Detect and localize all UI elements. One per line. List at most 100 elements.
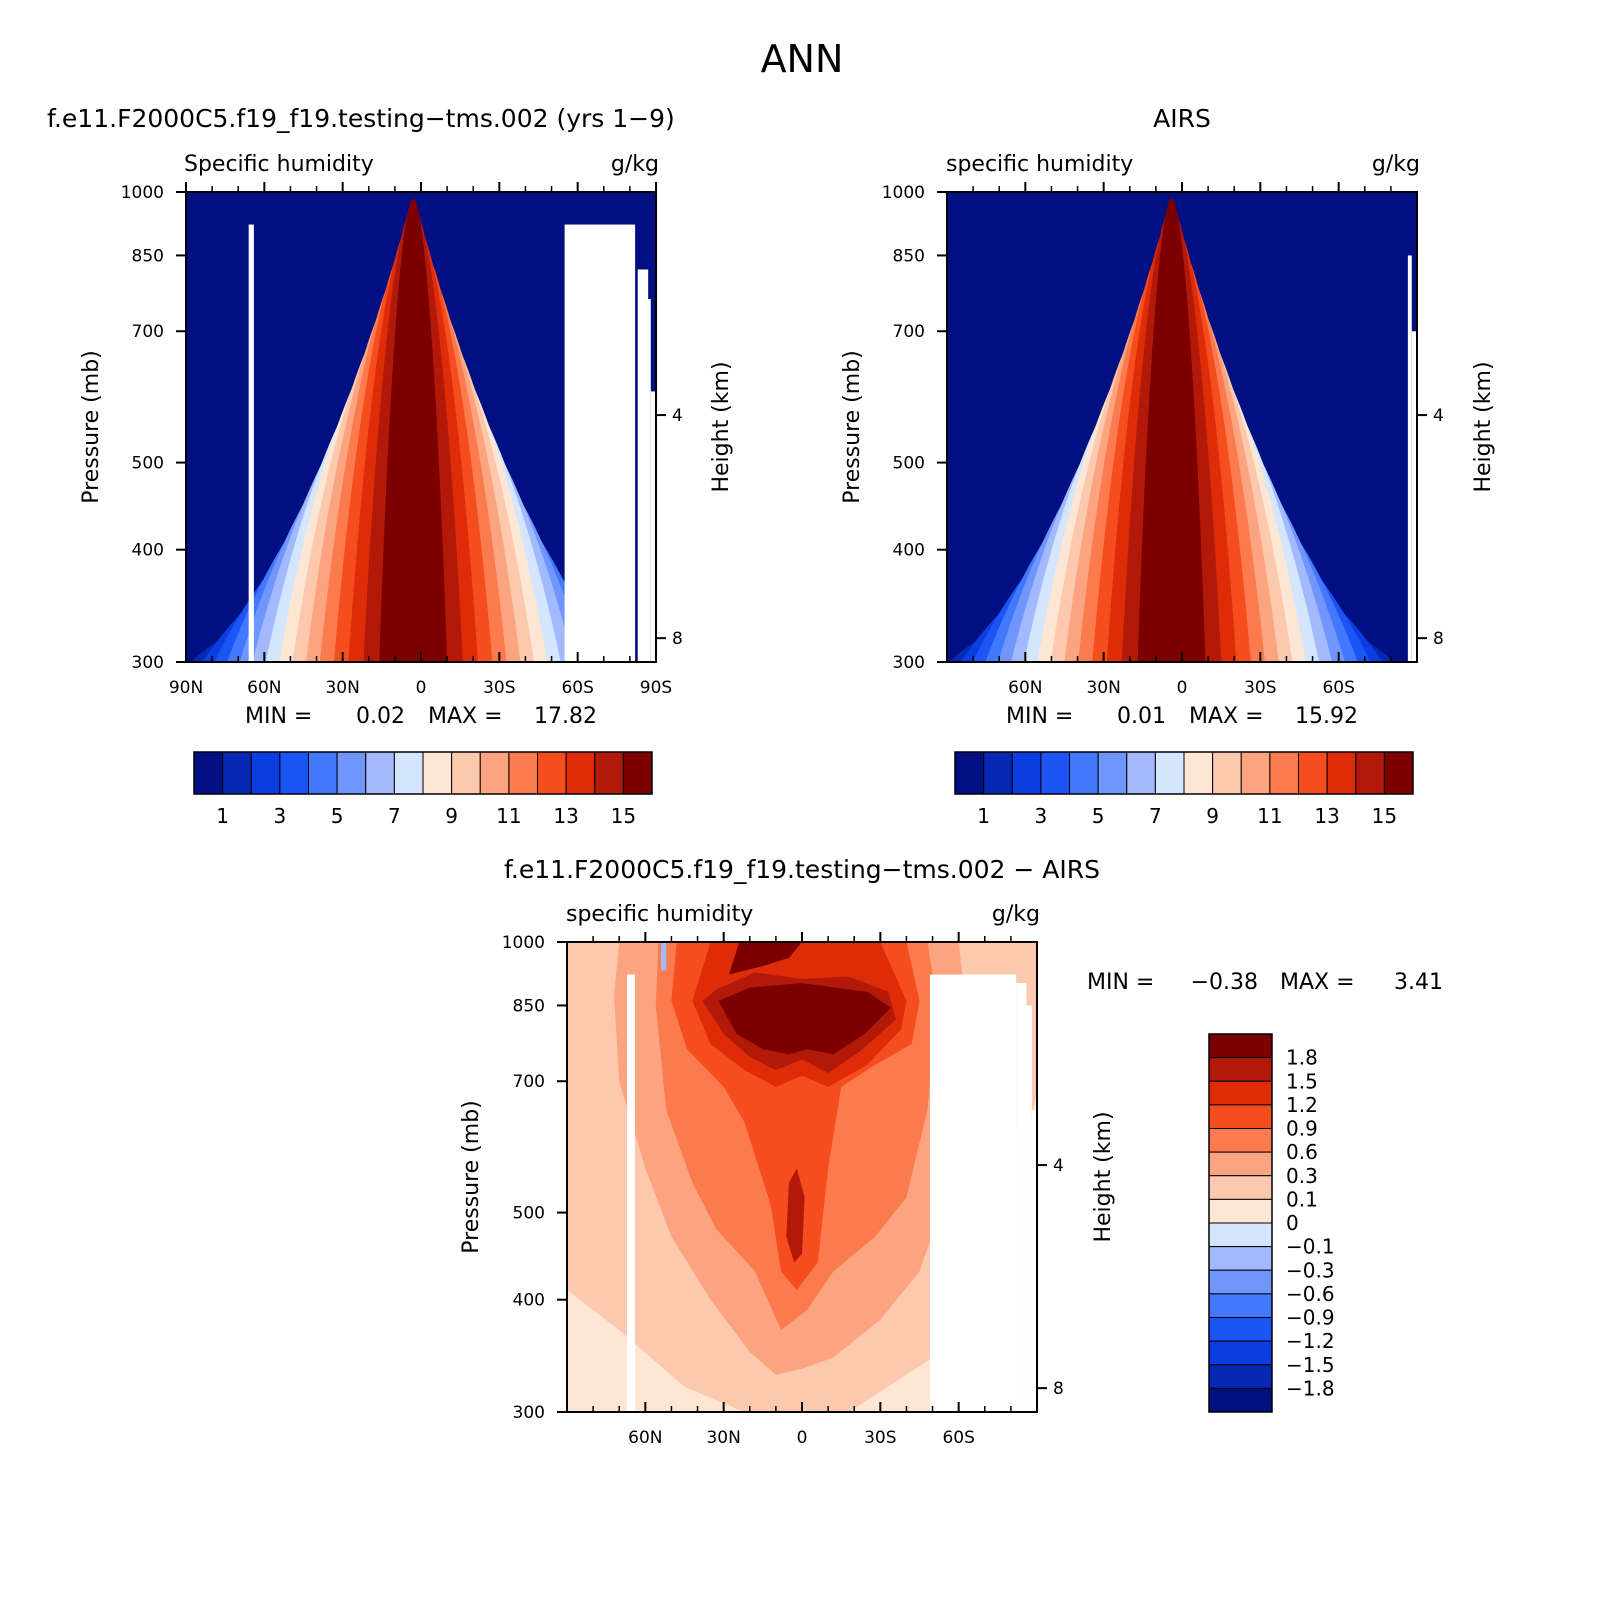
colorbar-swatch bbox=[1208, 1198, 1273, 1224]
x-tick-label: 30S bbox=[1244, 678, 1276, 698]
missing-data-mask bbox=[650, 391, 656, 662]
contour-band bbox=[379, 198, 448, 662]
colorbar-swatch bbox=[1011, 751, 1042, 795]
colorbar-frame bbox=[1208, 1033, 1273, 1413]
panel-model: f.e11.F2000C5.f19_f19.testing−tms.002 (y… bbox=[47, 104, 734, 828]
missing-data-mask bbox=[1026, 1005, 1032, 1412]
panel-diff-units-label: g/kg bbox=[992, 902, 1040, 927]
colorbar-swatch bbox=[1154, 751, 1185, 795]
panel-model-colorbar: 1 3 5 7 9 11 13 15 bbox=[193, 751, 653, 828]
x-tick-label: 60N bbox=[247, 678, 281, 698]
colorbar-swatch bbox=[1040, 751, 1070, 795]
colorbar-label: 11 bbox=[496, 804, 521, 828]
colorbar-swatch bbox=[565, 751, 596, 795]
colorbar-swatch bbox=[1208, 1340, 1273, 1366]
colorbar-label: 1.8 bbox=[1286, 1046, 1318, 1070]
panel-diff-stats: MIN = −0.38 MAX = 3.41 bbox=[1087, 970, 1443, 995]
colorbar-swatch bbox=[1269, 751, 1299, 795]
colorbar-swatch bbox=[508, 751, 538, 795]
panel-model-title: f.e11.F2000C5.f19_f19.testing−tms.002 (y… bbox=[47, 104, 675, 133]
colorbar-label: 1.2 bbox=[1286, 1093, 1318, 1117]
panel-diff: f.e11.F2000C5.f19_f19.testing−tms.002 − … bbox=[459, 855, 1443, 1448]
colorbar-label: −0.1 bbox=[1286, 1235, 1335, 1259]
panel-diff-left-label: specific humidity bbox=[566, 902, 753, 927]
y-tick-label: 700 bbox=[893, 322, 925, 342]
colorbar-swatch bbox=[1326, 751, 1357, 795]
colorbar-label: 1 bbox=[977, 804, 990, 828]
missing-data-mask bbox=[1031, 1110, 1037, 1412]
stat-min-value: −0.38 bbox=[1191, 970, 1258, 995]
y-tick-label: 850 bbox=[132, 246, 164, 266]
colorbar-swatch bbox=[1208, 1175, 1273, 1200]
y-tick-label: 400 bbox=[513, 1291, 545, 1311]
panel-obs-contours bbox=[947, 192, 1417, 662]
contour-band bbox=[661, 942, 667, 971]
colorbar-label: 15 bbox=[611, 804, 636, 828]
panel-diff-ylabel: Pressure (mb) bbox=[459, 1100, 484, 1254]
colorbar-label: −0.6 bbox=[1286, 1282, 1335, 1306]
stat-max-value: 3.41 bbox=[1394, 970, 1443, 995]
colorbar-swatch bbox=[1383, 751, 1414, 795]
missing-data-mask bbox=[929, 974, 1017, 1412]
panel-obs-stats: MIN = 0.01 MAX = 15.92 bbox=[1006, 704, 1358, 729]
colorbar-swatch bbox=[954, 751, 985, 795]
stat-max-label: MAX = bbox=[1280, 970, 1355, 995]
panel-obs-axes: 60N 30N 0 30S 60S 300 400 500 700 850 1000 8 4 bbox=[882, 182, 1444, 698]
x-tick-label: 30N bbox=[1086, 678, 1120, 698]
y-tick-label: 400 bbox=[893, 541, 925, 561]
y-tick-label: 700 bbox=[513, 1072, 545, 1092]
x-tick-label: 60S bbox=[561, 678, 593, 698]
y-tick-label: 1000 bbox=[882, 183, 925, 203]
panel-model-left-label: Specific humidity bbox=[184, 152, 374, 177]
panel-obs-title: AIRS bbox=[1153, 104, 1211, 133]
x-tick-label: 0 bbox=[416, 678, 427, 698]
panel-obs-y2label: Height (km) bbox=[1471, 361, 1496, 492]
colorbar-swatch bbox=[1208, 1128, 1273, 1153]
colorbar-label: 0.1 bbox=[1286, 1187, 1318, 1211]
colorbar-label: −0.9 bbox=[1286, 1306, 1335, 1330]
y2-tick-label: 8 bbox=[672, 629, 683, 649]
contour-band bbox=[786, 1168, 805, 1263]
colorbar-swatch bbox=[1126, 751, 1156, 795]
colorbar-label: −1.2 bbox=[1286, 1329, 1335, 1353]
y-tick-label: 850 bbox=[513, 996, 545, 1016]
colorbar-label: 15 bbox=[1372, 804, 1397, 828]
y-tick-label: 500 bbox=[132, 454, 164, 474]
colorbar-label: 5 bbox=[1092, 804, 1105, 828]
colorbar-swatch bbox=[393, 751, 424, 795]
colorbar-swatch bbox=[1208, 1057, 1273, 1082]
x-tick-label: 60N bbox=[628, 1428, 662, 1448]
panel-diff-title: f.e11.F2000C5.f19_f19.testing−tms.002 − … bbox=[504, 855, 1100, 884]
y-tick-label: 300 bbox=[513, 1403, 545, 1423]
colorbar-label: 9 bbox=[1206, 804, 1219, 828]
colorbar-swatch bbox=[1208, 1317, 1273, 1342]
colorbar-swatch bbox=[1097, 751, 1128, 795]
colorbar-frame bbox=[954, 751, 1414, 795]
contour-band bbox=[728, 942, 802, 975]
figure-title: ANN bbox=[761, 37, 844, 81]
colorbar-swatch bbox=[1208, 1387, 1273, 1413]
panel-obs-units-label: g/kg bbox=[1372, 152, 1420, 177]
stat-min-label: MIN = bbox=[245, 704, 312, 729]
panel-model-stats: MIN = 0.02 MAX = 17.82 bbox=[245, 704, 597, 729]
colorbar-swatch bbox=[336, 751, 367, 795]
panel-model-contours bbox=[186, 192, 656, 662]
colorbar-label: 1 bbox=[216, 804, 229, 828]
colorbar-swatch bbox=[1208, 1269, 1273, 1295]
y2-tick-label: 4 bbox=[1433, 406, 1444, 426]
y-tick-label: 400 bbox=[132, 541, 164, 561]
panel-obs-left-label: specific humidity bbox=[946, 152, 1133, 177]
colorbar-swatch bbox=[422, 751, 453, 795]
colorbar-label: 9 bbox=[445, 804, 458, 828]
x-tick-label: 60N bbox=[1008, 678, 1042, 698]
stat-min-value: 0.01 bbox=[1117, 704, 1166, 729]
stat-max-value: 17.82 bbox=[534, 704, 597, 729]
colorbar-swatch bbox=[1208, 1104, 1273, 1129]
colorbar-label: −1.8 bbox=[1286, 1376, 1335, 1400]
panel-model-axes: 90N 60N 30N 0 30S 60S 90S 300 400 500 700 850 1000 8 4 bbox=[121, 182, 683, 698]
colorbar-label: 0.3 bbox=[1286, 1164, 1318, 1188]
x-tick-label: 90S bbox=[640, 678, 672, 698]
colorbar-label: 0.6 bbox=[1286, 1140, 1318, 1164]
colorbar-swatch bbox=[1208, 1222, 1273, 1248]
